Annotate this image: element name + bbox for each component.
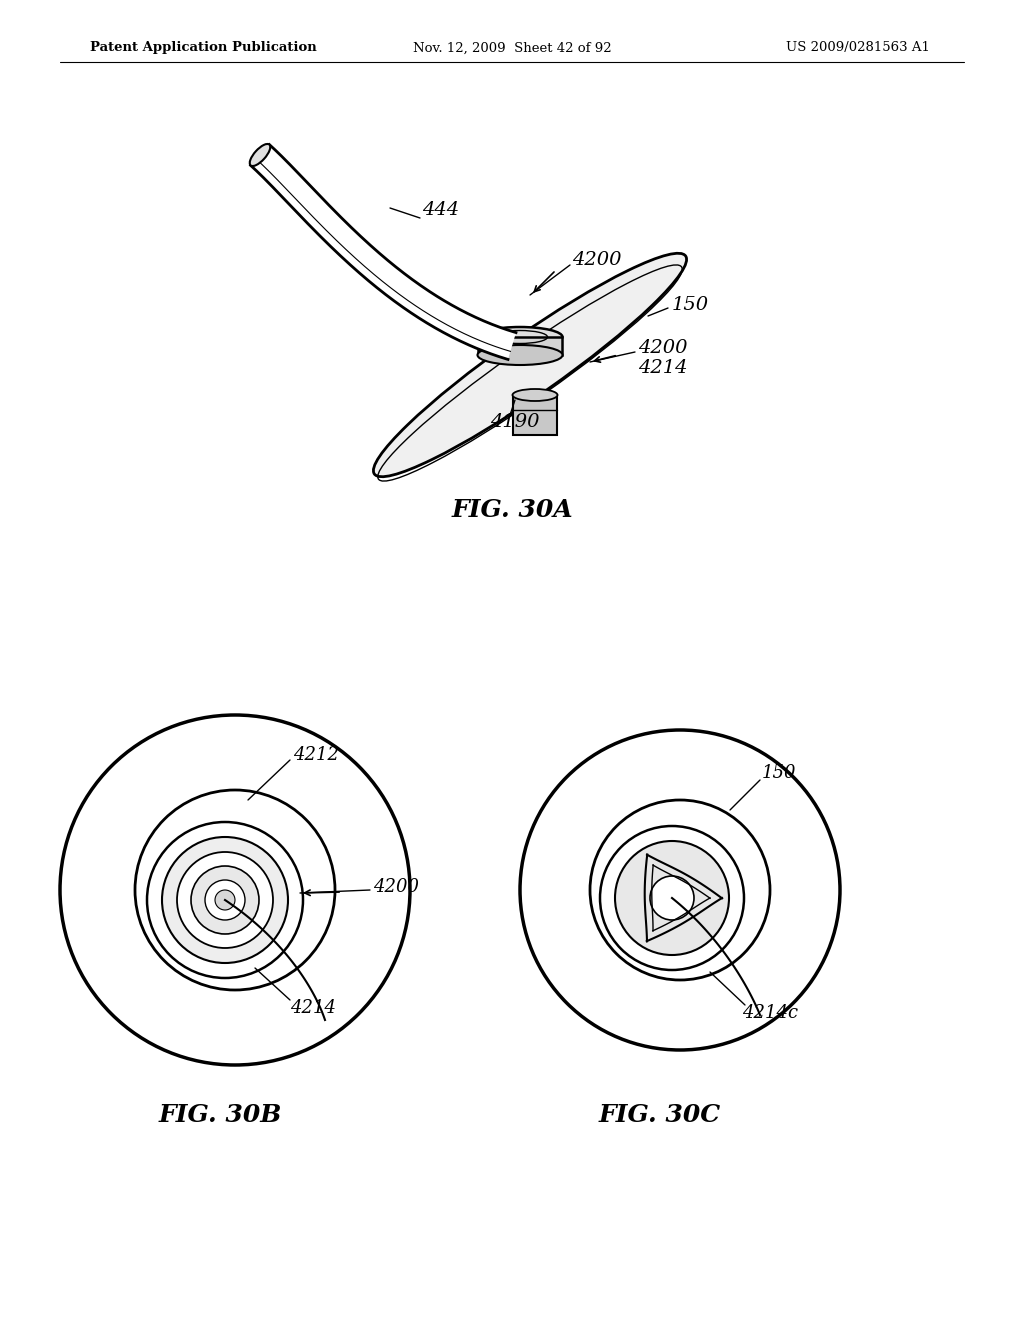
Text: 4200: 4200 (373, 878, 419, 896)
Text: 4214: 4214 (290, 999, 336, 1016)
Circle shape (177, 851, 273, 948)
Text: 444: 444 (422, 201, 459, 219)
Text: 4200: 4200 (638, 339, 687, 356)
Text: FIG. 30B: FIG. 30B (159, 1104, 282, 1127)
Text: 4190: 4190 (490, 413, 540, 432)
Text: 150: 150 (672, 296, 710, 314)
Text: Nov. 12, 2009  Sheet 42 of 92: Nov. 12, 2009 Sheet 42 of 92 (413, 41, 611, 54)
Text: Patent Application Publication: Patent Application Publication (90, 41, 316, 54)
Text: US 2009/0281563 A1: US 2009/0281563 A1 (786, 41, 930, 54)
Circle shape (191, 866, 259, 935)
Polygon shape (513, 395, 557, 436)
Circle shape (215, 890, 234, 909)
Ellipse shape (477, 345, 562, 366)
Circle shape (600, 826, 744, 970)
Text: FIG. 30A: FIG. 30A (452, 498, 572, 521)
Circle shape (205, 880, 245, 920)
Ellipse shape (512, 389, 557, 401)
Text: 4212: 4212 (293, 746, 339, 764)
Text: 4200: 4200 (572, 251, 622, 269)
Circle shape (147, 822, 303, 978)
Text: FIG. 30C: FIG. 30C (599, 1104, 721, 1127)
Text: 4214c: 4214c (742, 1005, 798, 1022)
Circle shape (615, 841, 729, 954)
Text: 4214: 4214 (638, 359, 687, 378)
Polygon shape (251, 145, 516, 359)
Ellipse shape (250, 144, 270, 166)
Ellipse shape (374, 253, 686, 477)
Circle shape (162, 837, 288, 964)
Text: 150: 150 (762, 764, 797, 781)
Polygon shape (478, 337, 562, 355)
Ellipse shape (477, 327, 562, 347)
Circle shape (650, 876, 694, 920)
